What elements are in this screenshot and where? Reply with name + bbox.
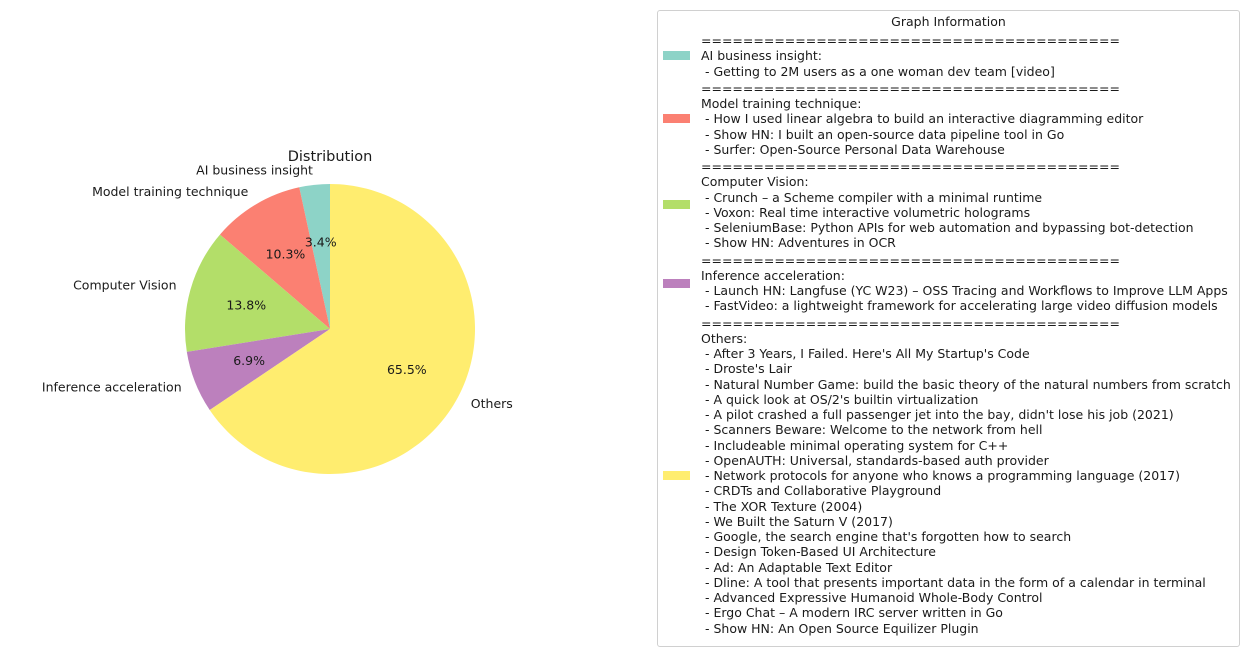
slice-percent-others: 65.5%	[387, 362, 427, 377]
slice-label-ai-business-insight: AI business insight	[196, 162, 313, 177]
legend-item: - Getting to 2M users as a one woman dev…	[701, 63, 1055, 79]
legend-entry: ========================================…	[663, 159, 1235, 251]
legend-separator: ========================================	[701, 159, 1120, 174]
legend-item: - Surfer: Open-Source Personal Data Ware…	[701, 141, 1005, 157]
legend-item: - Design Token-Based UI Architecture	[701, 544, 936, 560]
legend-item: - Ad: An Adaptable Text Editor	[701, 559, 893, 575]
legend-item: - Scanners Beware: Welcome to the networ…	[701, 422, 1043, 438]
legend-item: - Advanced Expressive Humanoid Whole-Bod…	[701, 590, 1043, 605]
legend-item: - Voxon: Real time interactive volumetri…	[701, 204, 1031, 220]
legend-separator: ========================================	[701, 315, 1120, 331]
legend-title: Graph Information	[891, 14, 1006, 29]
legend-entry-heading: AI business insight:	[701, 48, 823, 64]
legend-item: - OpenAUTH: Universal, standards-based a…	[701, 452, 1049, 468]
legend-entry-heading: Others:	[701, 330, 748, 346]
legend-entries: ========================================…	[663, 33, 1235, 638]
pie-slice-model-training-technique	[219, 187, 330, 329]
legend-item: - FastVideo: a lightweight framework for…	[701, 298, 1218, 314]
pie-slice-inference-acceleration	[186, 329, 330, 411]
slice-label-computer-vision: Computer Vision	[73, 278, 176, 293]
slice-label-inference-acceleration: Inference acceleration	[42, 380, 182, 395]
legend-entry-heading: Model training technique:	[701, 96, 862, 111]
legend-swatch	[663, 278, 690, 288]
legend-item: - We Built the Saturn V (2017)	[701, 513, 893, 529]
legend-swatch	[663, 471, 690, 481]
legend-item: - Google, the search engine that's forgo…	[701, 529, 1072, 544]
legend-item: - A pilot crashed a full passenger jet i…	[701, 407, 1174, 422]
legend-item: - Natural Number Game: build the basic t…	[701, 376, 1231, 392]
legend-separator: ========================================	[701, 252, 1120, 268]
legend-entry: ========================================…	[663, 316, 1235, 636]
slice-label-others: Others	[471, 396, 513, 411]
legend-separator: ========================================	[701, 33, 1120, 48]
legend-entry: ========================================…	[663, 81, 1235, 157]
legend-item: - CRDTs and Collaborative Playground	[701, 483, 942, 499]
legend-item: - Network protocols for anyone who knows…	[701, 468, 1180, 483]
legend-entry: ========================================…	[663, 253, 1235, 314]
legend-item: - Crunch – a Scheme compiler with a mini…	[701, 189, 1043, 205]
legend-item: - Dline: A tool that presents important …	[701, 574, 1206, 590]
chart-title: Distribution	[288, 149, 373, 165]
legend-item: - How I used linear algebra to build an …	[701, 111, 1144, 127]
legend-item: - Includeable minimal operating system f…	[701, 437, 1009, 453]
legend-item: - A quick look at OS/2's builtin virtual…	[701, 391, 979, 407]
legend-item: - Show HN: I built an open-source data p…	[701, 126, 1065, 142]
pie-slice-computer-vision	[184, 234, 330, 352]
legend-item: - SeleniumBase: Python APIs for web auto…	[701, 220, 1194, 235]
legend-separator: ========================================	[701, 80, 1120, 96]
slice-label-model-training-technique: Model training technique	[92, 184, 249, 199]
legend-entry-heading: Computer Vision:	[701, 174, 809, 190]
slice-percent-inference-acceleration: 6.9%	[233, 353, 265, 368]
legend-item: - Ergo Chat – A modern IRC server writte…	[701, 605, 1003, 621]
legend-swatch	[663, 51, 690, 61]
legend: Graph Information ======================…	[657, 10, 1240, 647]
legend-item: - After 3 Years, I Failed. Here's All My…	[701, 346, 1030, 361]
pie-chart: Distribution AI business insight 3.4% Mode…	[42, 149, 513, 474]
legend-swatch	[663, 114, 690, 124]
legend-item: - Droste's Lair	[701, 361, 792, 377]
legend-entry: ========================================…	[663, 33, 1235, 79]
pie-slice-ai-business-insight	[299, 184, 330, 329]
slice-percent-model-training-technique: 10.3%	[266, 246, 306, 261]
legend-swatch	[663, 200, 690, 210]
legend-item: - Show HN: Adventures in OCR	[701, 235, 896, 251]
pie-slice-others	[209, 184, 475, 474]
legend-item: - Show HN: An Open Source Equilizer Plug…	[701, 620, 979, 636]
slice-percent-ai-business-insight: 3.4%	[305, 234, 337, 249]
legend-entry-heading: Inference acceleration:	[701, 267, 845, 283]
legend-item: - The XOR Texture (2004)	[701, 498, 863, 514]
slice-percent-computer-vision: 13.8%	[226, 297, 266, 312]
legend-item: - Launch HN: Langfuse (YC W23) – OSS Tra…	[701, 283, 1228, 298]
